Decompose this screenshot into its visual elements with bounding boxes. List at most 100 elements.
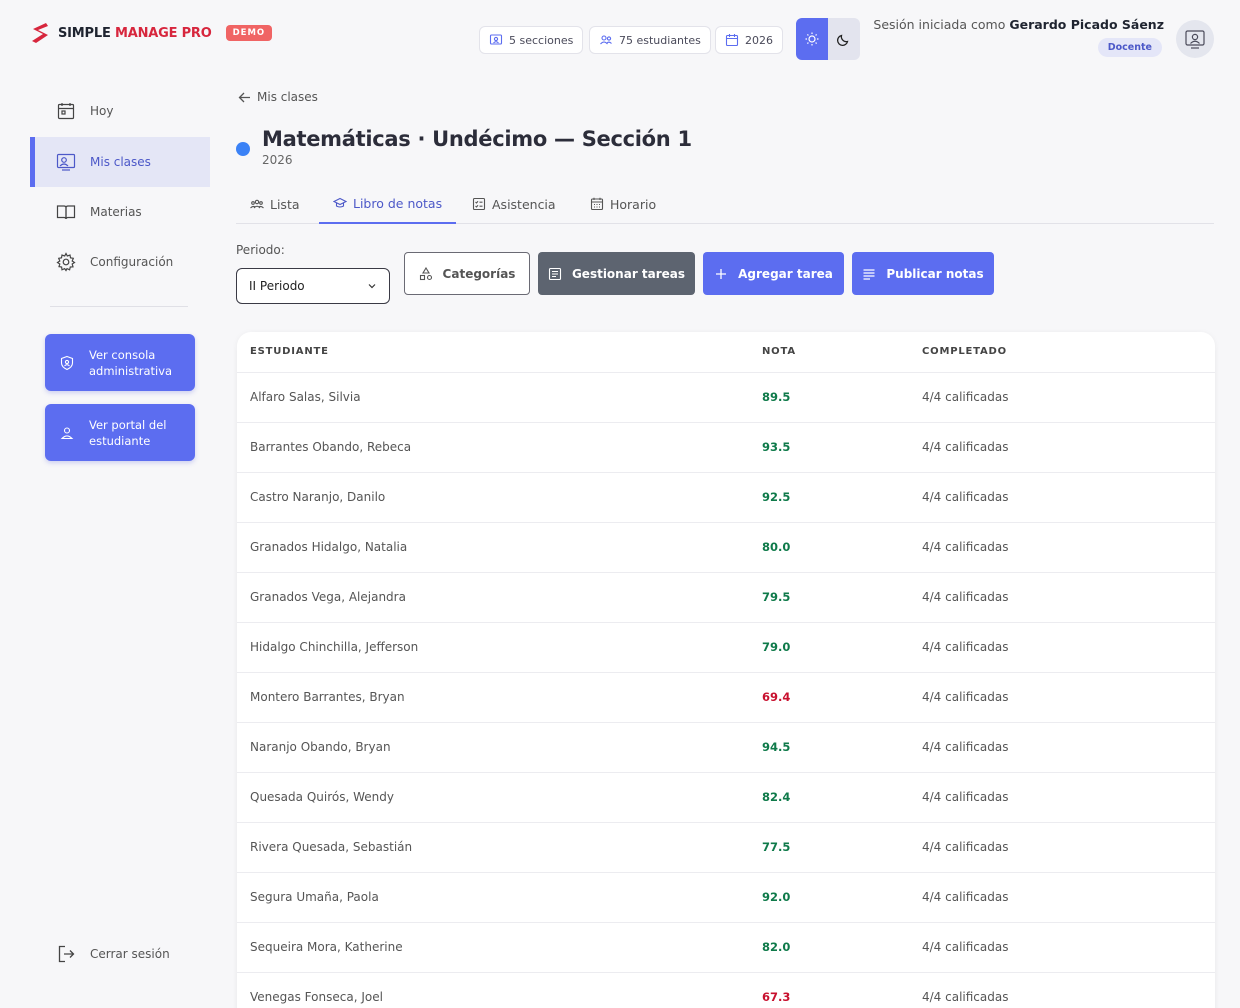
period-select[interactable]: II Periodo	[236, 268, 390, 304]
table-row[interactable]: Naranjo Obando, Bryan 94.5 4/4 calificadas	[237, 723, 1215, 773]
table-row[interactable]: Granados Vega, Alejandra 79.5 4/4 califica…	[237, 573, 1215, 623]
student-name: Segura Umaña, Paola	[250, 890, 379, 904]
table-row[interactable]: Quesada Quirós, Wendy 82.4 4/4 calificadas	[237, 773, 1215, 823]
grade-value: 93.5	[762, 440, 791, 454]
theme-toggle	[796, 18, 860, 60]
period-label: Periodo:	[236, 243, 285, 257]
table-row[interactable]: Hidalgo Chinchilla, Jefferson 79.0 4/4 cal…	[237, 623, 1215, 673]
role-badge: Docente	[1097, 38, 1162, 57]
logout-button[interactable]: Cerrar sesión	[56, 944, 170, 964]
sun-icon	[805, 32, 819, 46]
student-name: Granados Vega, Alejandra	[250, 590, 406, 604]
table-row[interactable]: Granados Hidalgo, Natalia 80.0 4/4 calific…	[237, 523, 1215, 573]
shapes-icon	[419, 266, 432, 280]
grade-value: 77.5	[762, 840, 791, 854]
tab-gradebook[interactable]: Libro de notas	[319, 184, 457, 224]
grade-value: 89.5	[762, 390, 791, 404]
shield-user-icon	[60, 355, 74, 370]
grade-value: 82.4	[762, 790, 791, 804]
page-title: Matemáticas · Undécimo — Sección 1	[262, 127, 692, 151]
sidebar-item-subjects[interactable]: Materias	[30, 187, 210, 237]
book-icon	[56, 205, 76, 220]
sidebar-divider	[50, 306, 188, 307]
student-name: Montero Barrantes, Bryan	[250, 690, 405, 704]
student-name: Sequeira Mora, Katherine	[250, 940, 403, 954]
user-card-icon	[1185, 30, 1205, 49]
plus-icon	[716, 268, 727, 279]
grade-value: 94.5	[762, 740, 791, 754]
logout-icon	[58, 945, 75, 963]
grades-table: ESTUDIANTE NOTA COMPLETADO Alfaro Salas,…	[237, 332, 1215, 1008]
header-completed[interactable]: COMPLETADO	[922, 346, 1007, 357]
student-portal-button[interactable]: Ver portal del estudiante	[45, 404, 195, 461]
graduation-cap-icon	[333, 197, 347, 208]
completed-status: 4/4 calificadas	[922, 390, 1009, 404]
person-icon	[60, 426, 74, 439]
completed-status: 4/4 calificadas	[922, 890, 1009, 904]
brand-logo[interactable]: SIMPLE MANAGE PRO DEMO	[28, 20, 273, 46]
grade-value: 92.5	[762, 490, 791, 504]
manage-tasks-button[interactable]: Gestionar tareas	[538, 252, 695, 295]
user-name: Gerardo Picado Sáenz	[1009, 17, 1164, 32]
header-student[interactable]: ESTUDIANTE	[250, 346, 329, 357]
sidebar-item-settings[interactable]: Configuración	[30, 237, 210, 287]
student-name: Granados Hidalgo, Natalia	[250, 540, 408, 554]
table-row[interactable]: Castro Naranjo, Danilo 92.5 4/4 calificada…	[237, 473, 1215, 523]
calendar-icon	[725, 34, 739, 47]
categories-button[interactable]: Categorías	[404, 252, 530, 295]
completed-status: 4/4 calificadas	[922, 540, 1009, 554]
grade-value: 79.5	[762, 590, 791, 604]
back-link[interactable]: Mis clases	[238, 90, 318, 104]
student-name: Castro Naranjo, Danilo	[250, 490, 386, 504]
add-task-button[interactable]: Agregar tarea	[703, 252, 844, 295]
lines-icon	[863, 268, 875, 280]
students-icon	[600, 35, 612, 45]
year-chip[interactable]: 2026	[715, 26, 783, 54]
light-mode-button[interactable]	[796, 18, 828, 60]
sections-chip[interactable]: 5 secciones	[479, 26, 584, 54]
student-name: Quesada Quirós, Wendy	[250, 790, 394, 804]
completed-status: 4/4 calificadas	[922, 740, 1009, 754]
chevron-down-icon	[368, 284, 376, 289]
grade-value: 92.0	[762, 890, 791, 904]
header-grade[interactable]: NOTA	[762, 346, 796, 357]
sections-icon	[489, 34, 503, 45]
grade-value: 80.0	[762, 540, 791, 554]
session-info: Sesión iniciada como Gerardo Picado Sáen…	[873, 17, 1164, 57]
avatar[interactable]	[1176, 20, 1214, 58]
group-icon	[250, 199, 264, 209]
page-year: 2026	[262, 153, 293, 167]
publish-grades-button[interactable]: Publicar notas	[852, 252, 994, 295]
title-row: Matemáticas · Undécimo — Sección 1	[236, 122, 692, 156]
sidebar-item-classes[interactable]: Mis clases	[30, 137, 210, 187]
period-select-value: II Periodo	[249, 279, 305, 293]
table-row[interactable]: Montero Barrantes, Bryan 69.4 4/4 califica…	[237, 673, 1215, 723]
students-chip[interactable]: 75 estudiantes	[589, 26, 711, 54]
arrow-left-icon	[238, 92, 250, 102]
tab-schedule[interactable]: Horario	[576, 184, 670, 224]
classes-icon	[56, 153, 76, 171]
completed-status: 4/4 calificadas	[922, 690, 1009, 704]
calendar-grid-icon	[590, 197, 604, 211]
student-name: Venegas Fonseca, Joel	[250, 990, 383, 1004]
table-row[interactable]: Venegas Fonseca, Joel 67.3 4/4 calificadas	[237, 973, 1215, 1008]
checklist-icon	[472, 197, 486, 211]
table-row[interactable]: Barrantes Obando, Rebeca 93.5 4/4 califica…	[237, 423, 1215, 473]
student-name: Naranjo Obando, Bryan	[250, 740, 391, 754]
completed-status: 4/4 calificadas	[922, 990, 1009, 1004]
tab-attendance[interactable]: Asistencia	[458, 184, 570, 224]
grade-value: 67.3	[762, 990, 791, 1004]
brand-name: SIMPLE MANAGE PRO	[58, 25, 212, 41]
dark-mode-button[interactable]	[828, 18, 860, 60]
grade-value: 79.0	[762, 640, 791, 654]
table-row[interactable]: Segura Umaña, Paola 92.0 4/4 calificadas	[237, 873, 1215, 923]
top-header: SIMPLE MANAGE PRO DEMO 5 secciones 75 es…	[0, 0, 1240, 78]
table-row[interactable]: Rivera Quesada, Sebastián 77.5 4/4 calific…	[237, 823, 1215, 873]
tab-roster[interactable]: Lista	[236, 184, 314, 224]
grade-value: 69.4	[762, 690, 791, 704]
completed-status: 4/4 calificadas	[922, 840, 1009, 854]
table-row[interactable]: Sequeira Mora, Katherine 82.0 4/4 califica…	[237, 923, 1215, 973]
table-row[interactable]: Alfaro Salas, Silvia 89.5 4/4 calificadas	[237, 373, 1215, 423]
sidebar-item-today[interactable]: Hoy	[30, 86, 210, 136]
admin-console-button[interactable]: Ver consola administrativa	[45, 334, 195, 391]
